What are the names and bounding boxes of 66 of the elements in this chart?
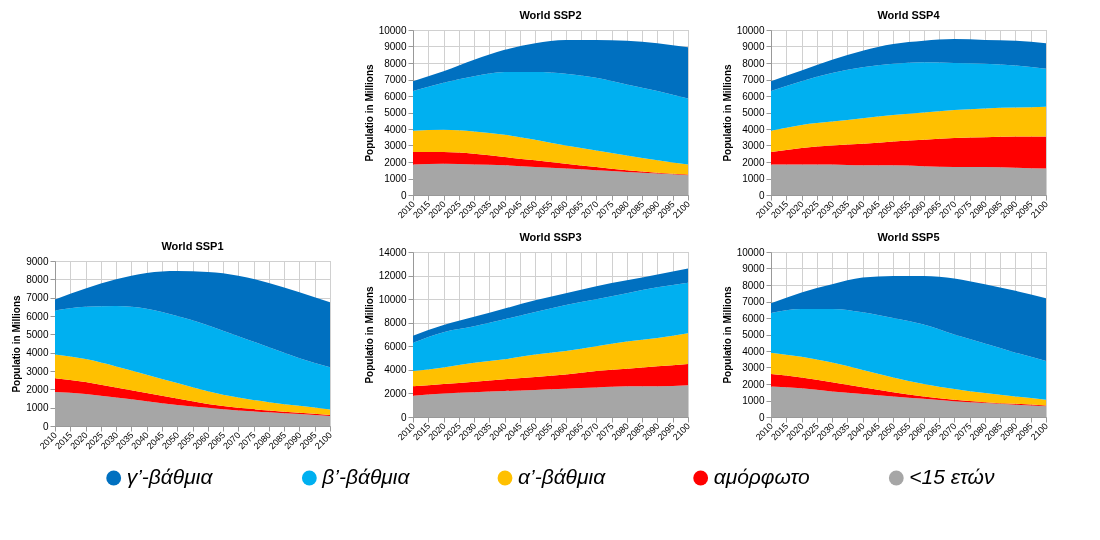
y-tick-label: 9000 [26,255,49,267]
y-tick-label: 4000 [384,123,407,135]
y-tick-label: 10000 [378,293,407,305]
y-axis-title: Populatio in Millions [721,285,733,384]
y-tick-label: 0 [42,420,49,432]
y-axis-title: Populatio in Millions [363,63,375,162]
y-tick-label: 0 [400,411,407,423]
y-axis-title: Populatio in Millions [721,63,733,162]
y-tick-label: 2000 [384,156,407,168]
chart-title: World SSP2 [519,9,582,21]
y-tick-label: 2000 [742,156,765,168]
legend-label: αμόρφωτο [713,465,810,488]
y-tick-label: 8000 [384,57,407,69]
chart-title: World SSP3 [519,231,582,243]
y-tick-label: 3000 [742,362,765,373]
y-tick-label: 5000 [384,107,407,118]
y-tick-label: 7000 [742,74,765,85]
y-tick-label: 5000 [26,328,49,340]
y-tick-label: 0 [758,189,765,201]
y-tick-label: 8000 [384,317,407,329]
legend-label: <15 ετών [909,465,995,488]
y-tick-label: 10000 [378,24,407,36]
y-tick-label: 7000 [26,292,49,304]
y-tick-label: 9000 [742,41,765,52]
y-tick-label: 9000 [384,41,407,52]
y-tick-label: 8000 [742,57,765,69]
y-tick-label: 6000 [742,312,765,324]
legend-label: γ’-βάθμια [126,465,214,488]
y-tick-label: 12000 [378,270,407,282]
legend-label: α’-βάθμια [518,465,607,488]
y-tick-label: 3000 [742,140,765,151]
y-tick-label: 2000 [384,387,407,399]
y-tick-label: 1000 [742,173,765,184]
y-tick-label: 9000 [742,263,765,274]
y-tick-label: 0 [400,189,407,201]
y-tick-label: 8000 [26,273,49,285]
y-tick-label: 1000 [742,395,765,406]
y-tick-label: 2000 [26,383,49,395]
y-tick-label: 6000 [26,310,49,322]
y-tick-label: 0 [758,411,765,423]
y-tick-label: 3000 [26,365,49,377]
y-tick-label: 7000 [742,296,765,307]
y-tick-label: 8000 [742,279,765,291]
legend-label: β’-βάθμια [321,465,411,488]
chart-title: World SSP4 [877,9,941,21]
y-tick-label: 10000 [736,246,765,258]
y-tick-label: 4000 [26,347,49,359]
y-tick-label: 1000 [26,402,49,414]
y-tick-label: 4000 [742,345,765,357]
y-tick-label: 6000 [384,340,407,352]
y-tick-label: 3000 [384,140,407,151]
y-axis-title: Populatio in Millions [363,285,375,384]
y-tick-label: 6000 [384,90,407,102]
y-tick-label: 5000 [742,107,765,118]
y-tick-label: 10000 [736,24,765,36]
y-tick-label: 7000 [384,74,407,85]
y-tick-label: 4000 [742,123,765,135]
y-tick-label: 4000 [384,364,407,376]
y-axis-title: Populatio in Millions [11,294,23,393]
y-tick-label: 6000 [742,90,765,102]
chart-title: World SSP5 [877,231,940,243]
y-tick-label: 1000 [384,173,407,184]
y-tick-label: 2000 [742,378,765,390]
y-tick-label: 5000 [742,329,765,340]
chart-title: World SSP1 [161,240,224,252]
y-tick-label: 14000 [378,246,407,258]
